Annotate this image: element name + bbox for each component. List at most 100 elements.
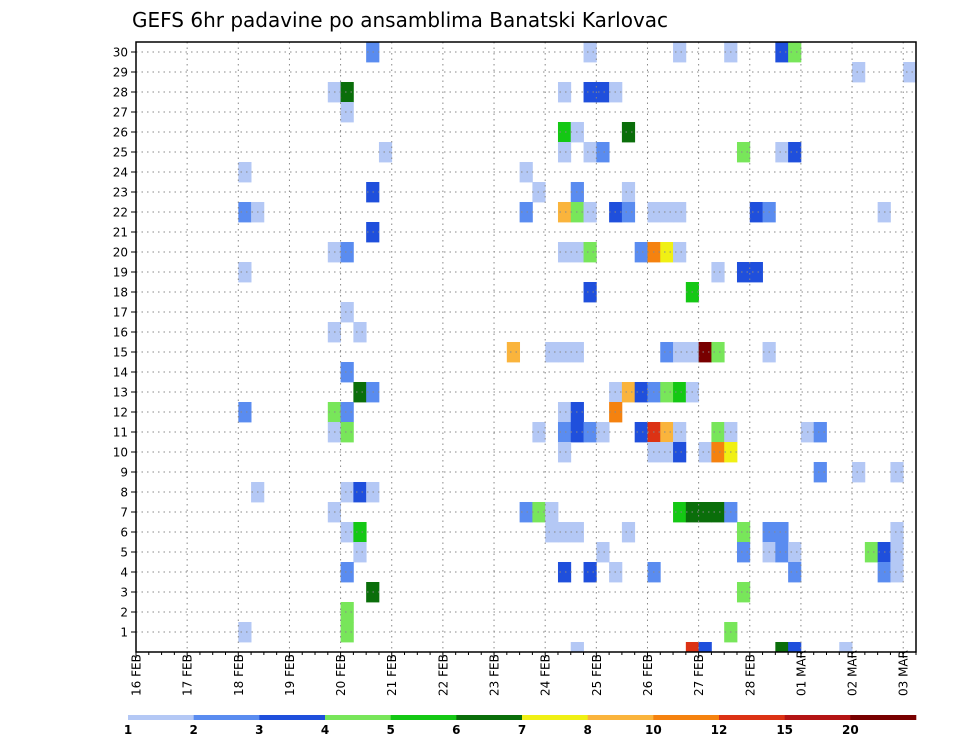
colorbar-label: 12 bbox=[711, 723, 728, 737]
data-cell bbox=[673, 42, 687, 63]
y-tick-label: 6 bbox=[120, 526, 128, 540]
y-tick-label: 27 bbox=[113, 106, 128, 120]
colorbar-segment bbox=[390, 715, 457, 720]
data-cell bbox=[238, 202, 252, 223]
colorbar-label: 8 bbox=[583, 723, 591, 737]
x-tick-label: 21 FEB bbox=[385, 654, 399, 696]
data-cell bbox=[903, 62, 917, 83]
x-tick-label: 01 MAR bbox=[794, 650, 808, 696]
y-tick-label: 19 bbox=[113, 266, 128, 280]
data-cell bbox=[340, 482, 354, 503]
x-tick-label: 27 FEB bbox=[692, 654, 706, 696]
data-cell bbox=[660, 422, 674, 443]
data-cell bbox=[736, 582, 751, 603]
x-tick-label: 25 FEB bbox=[590, 654, 604, 696]
data-cell bbox=[673, 242, 687, 263]
data-cell bbox=[698, 442, 712, 463]
data-cell bbox=[813, 462, 827, 483]
y-tick-label: 24 bbox=[113, 166, 128, 180]
data-cell bbox=[353, 522, 367, 543]
colorbar: 1 2 3 4 5 6 7 8 10 12 15 20 bbox=[124, 715, 917, 737]
colorbar-label: 10 bbox=[645, 723, 662, 737]
x-tick-label: 17 FEB bbox=[181, 654, 195, 696]
data-cell bbox=[340, 362, 354, 383]
colorbar-segment bbox=[653, 715, 720, 720]
data-cell bbox=[711, 502, 725, 523]
data-cell bbox=[583, 202, 597, 223]
data-cell bbox=[340, 562, 354, 583]
data-cell bbox=[557, 242, 572, 263]
data-cell bbox=[673, 442, 687, 463]
data-cell bbox=[557, 562, 572, 583]
y-tick-label: 20 bbox=[113, 246, 128, 260]
data-cell bbox=[634, 242, 648, 263]
data-cell bbox=[238, 262, 252, 283]
data-cell bbox=[813, 422, 827, 443]
data-cell bbox=[340, 422, 354, 443]
data-cell bbox=[557, 402, 572, 423]
data-cell bbox=[685, 642, 700, 653]
data-cell bbox=[557, 442, 572, 463]
data-cell bbox=[545, 502, 559, 523]
data-cell bbox=[340, 302, 354, 323]
data-cell bbox=[711, 262, 725, 283]
data-cell bbox=[340, 82, 354, 103]
y-tick-label: 3 bbox=[120, 586, 128, 600]
data-cell bbox=[660, 202, 674, 223]
data-cell bbox=[788, 562, 802, 583]
data-cell bbox=[519, 202, 533, 223]
data-cell bbox=[506, 342, 521, 363]
data-cell bbox=[557, 142, 572, 163]
data-cell bbox=[340, 602, 354, 623]
data-cell bbox=[621, 182, 636, 203]
colorbar-segment bbox=[456, 715, 523, 720]
plot-frame bbox=[135, 41, 917, 653]
colorbar-label: 20 bbox=[842, 723, 859, 737]
data-cell bbox=[852, 462, 866, 483]
data-cell bbox=[634, 382, 648, 403]
data-cell bbox=[660, 242, 674, 263]
data-cell bbox=[557, 202, 572, 223]
y-tick-label: 30 bbox=[113, 46, 128, 60]
y-tick-label: 15 bbox=[113, 346, 128, 360]
colorbar-segment bbox=[784, 715, 851, 720]
data-cell bbox=[583, 42, 597, 63]
data-cell bbox=[749, 262, 763, 283]
data-cell bbox=[864, 542, 879, 563]
x-tick-label: 19 FEB bbox=[283, 654, 297, 696]
data-cell bbox=[557, 422, 572, 443]
data-cell bbox=[570, 642, 584, 653]
data-cell bbox=[519, 162, 533, 183]
data-cell bbox=[788, 542, 802, 563]
data-cell bbox=[673, 502, 687, 523]
y-tick-label: 18 bbox=[113, 286, 128, 300]
data-cell bbox=[340, 522, 354, 543]
colorbar-segment bbox=[193, 715, 260, 720]
data-cell bbox=[238, 402, 252, 423]
y-tick-label: 1 bbox=[120, 626, 128, 640]
data-cell bbox=[788, 642, 802, 653]
data-cell bbox=[788, 42, 802, 63]
data-cell bbox=[673, 202, 687, 223]
data-cell bbox=[340, 242, 354, 263]
y-tick-label: 28 bbox=[113, 86, 128, 100]
y-tick-label: 2 bbox=[120, 606, 128, 620]
data-cell bbox=[698, 642, 712, 653]
colorbar-segment bbox=[128, 715, 194, 720]
data-cell bbox=[890, 522, 904, 543]
x-tick-label: 28 FEB bbox=[743, 654, 757, 696]
data-cell bbox=[673, 422, 687, 443]
data-cell bbox=[711, 442, 725, 463]
data-cell bbox=[660, 442, 674, 463]
colorbar-segment bbox=[719, 715, 785, 720]
data-cell bbox=[621, 122, 636, 143]
colorbar-label: 5 bbox=[386, 723, 394, 737]
x-tick-label: 16 FEB bbox=[130, 654, 144, 696]
data-cell bbox=[775, 522, 789, 543]
data-cell bbox=[238, 162, 252, 183]
y-tick-label: 25 bbox=[113, 146, 128, 160]
data-cell bbox=[621, 202, 636, 223]
data-cell bbox=[557, 82, 572, 103]
data-cell bbox=[736, 262, 751, 283]
